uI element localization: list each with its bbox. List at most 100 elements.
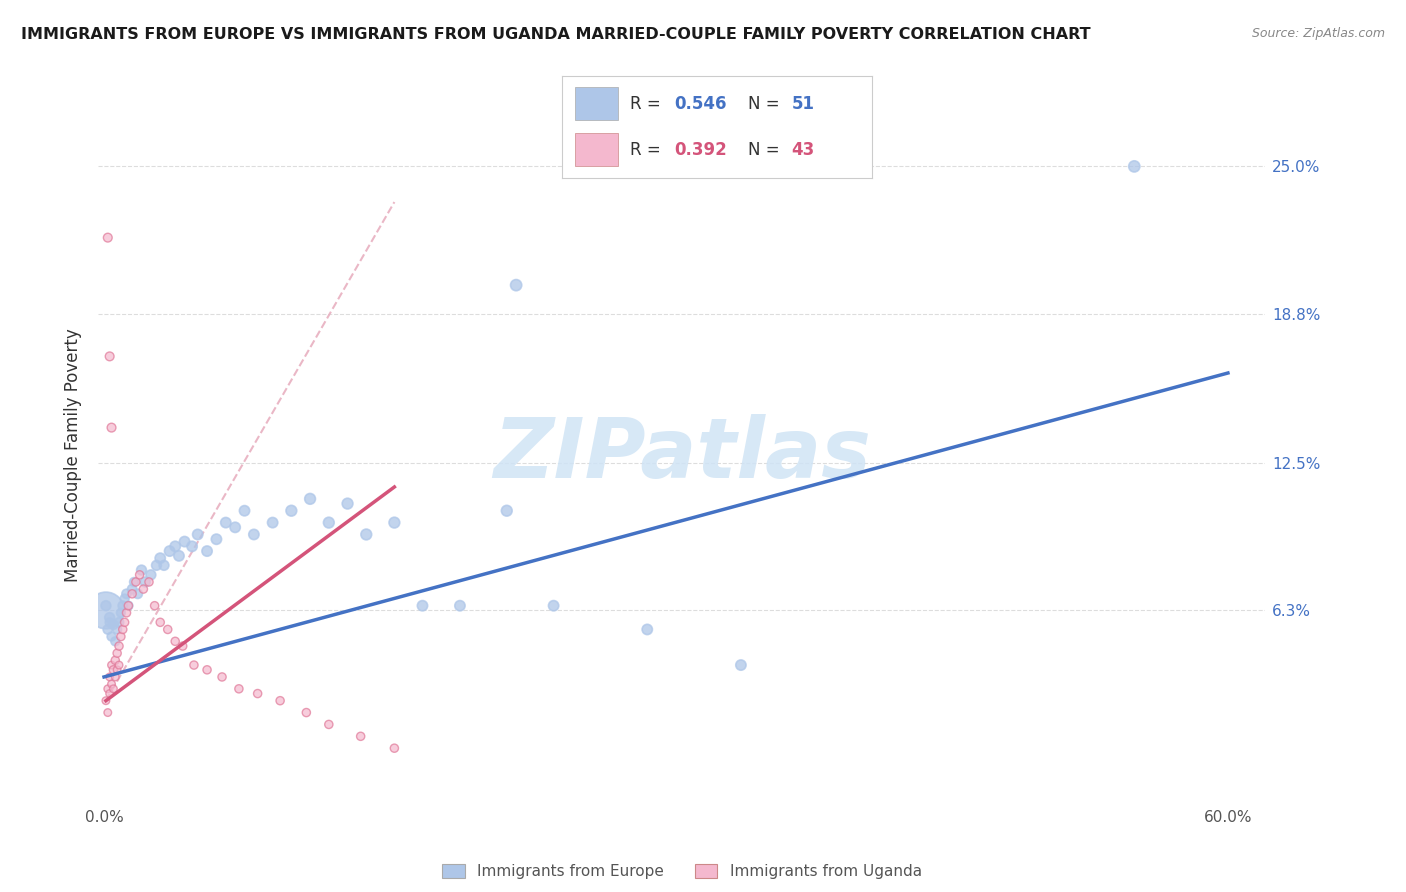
Point (280, 504, 302, 518)
Point (153, 558, 176, 573)
Point (100, 630, 122, 644)
Point (105, 623, 128, 637)
Text: 43: 43 (792, 141, 814, 159)
Point (125, 574, 148, 589)
Point (411, 599, 433, 613)
Point (228, 681, 250, 696)
Point (98, 615, 121, 630)
Point (114, 591, 136, 606)
Point (97, 230, 120, 244)
Point (215, 516, 238, 530)
Point (495, 504, 517, 518)
Point (100, 658, 122, 673)
Point (505, 278, 527, 293)
Point (730, 658, 752, 673)
Point (165, 539, 187, 553)
Point (97, 623, 120, 637)
Point (100, 420, 122, 434)
Point (356, 527, 378, 541)
Point (382, 741, 405, 756)
Point (97, 681, 120, 696)
Point (187, 527, 209, 541)
Point (172, 639, 194, 653)
Text: Source: ZipAtlas.com: Source: ZipAtlas.com (1251, 27, 1385, 40)
Point (138, 574, 160, 589)
Point (100, 677, 122, 691)
Point (108, 658, 131, 673)
Text: R =: R = (630, 95, 666, 112)
Point (269, 694, 291, 708)
Point (98, 610, 121, 624)
Point (111, 599, 134, 613)
Point (94, 599, 117, 613)
Point (449, 599, 471, 613)
Point (108, 639, 131, 653)
Point (121, 587, 143, 601)
Point (233, 504, 256, 518)
Point (94, 694, 117, 708)
Point (149, 551, 172, 566)
Point (224, 520, 246, 534)
Point (183, 658, 205, 673)
Point (262, 516, 284, 530)
Point (131, 563, 153, 577)
Y-axis label: Married-Couple Family Poverty: Married-Couple Family Poverty (65, 328, 83, 582)
Point (104, 634, 127, 648)
Point (173, 534, 195, 549)
Text: IMMIGRANTS FROM EUROPE VS IMMIGRANTS FROM UGANDA MARRIED-COUPLE FAMILY POVERTY C: IMMIGRANTS FROM EUROPE VS IMMIGRANTS FRO… (21, 27, 1091, 42)
Point (103, 663, 125, 677)
Point (246, 687, 269, 701)
Point (156, 623, 179, 637)
Point (114, 615, 136, 630)
Point (127, 587, 149, 601)
Point (205, 533, 228, 547)
Point (117, 599, 139, 613)
Text: N =: N = (748, 95, 785, 112)
Text: ZIPatlas: ZIPatlas (494, 415, 870, 495)
Bar (575, 87, 619, 120)
Point (167, 549, 190, 563)
Point (636, 623, 658, 637)
Point (159, 544, 181, 558)
Point (195, 544, 218, 558)
Text: 0.392: 0.392 (673, 141, 727, 159)
Point (134, 574, 156, 589)
Point (117, 599, 139, 613)
Point (94, 603, 117, 617)
Point (108, 615, 131, 630)
Text: 51: 51 (792, 95, 814, 112)
Point (98, 687, 121, 701)
Point (211, 670, 233, 684)
Point (104, 670, 127, 684)
Point (97, 706, 120, 720)
Point (350, 729, 373, 743)
Point (318, 516, 340, 530)
Point (110, 606, 132, 620)
Point (122, 574, 145, 589)
Text: R =: R = (630, 141, 666, 159)
Point (543, 599, 565, 613)
Point (105, 663, 128, 677)
Point (103, 681, 125, 696)
Point (181, 539, 204, 553)
Point (318, 717, 340, 731)
Point (115, 606, 138, 620)
Point (382, 516, 405, 530)
Point (243, 527, 266, 541)
Legend: Immigrants from Europe, Immigrants from Uganda: Immigrants from Europe, Immigrants from … (436, 858, 928, 886)
Point (98, 670, 121, 684)
Point (103, 617, 125, 632)
Point (149, 615, 172, 630)
Text: N =: N = (748, 141, 785, 159)
Point (115, 587, 138, 601)
Point (98, 350, 121, 364)
Point (105, 646, 128, 660)
Point (145, 558, 167, 573)
Point (111, 623, 134, 637)
Point (128, 567, 150, 582)
Point (110, 630, 132, 644)
Text: 0.546: 0.546 (673, 95, 727, 112)
Point (139, 567, 162, 582)
Point (121, 582, 143, 596)
Point (299, 491, 322, 506)
